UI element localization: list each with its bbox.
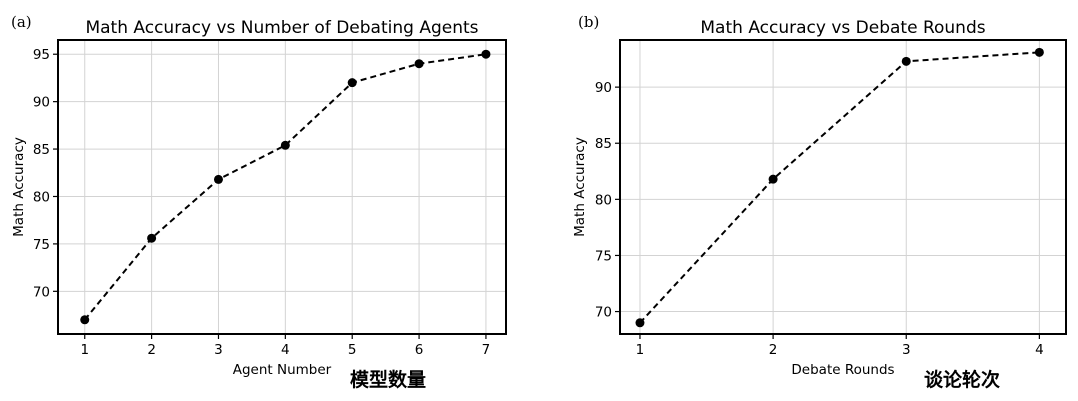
x-tick-label: 4 — [281, 342, 290, 358]
annotation-label: 模型数量 — [350, 368, 426, 391]
data-point — [80, 315, 90, 325]
plot-frame — [57, 39, 507, 335]
x-tick-label: 2 — [769, 342, 778, 358]
y-tick-label: 80 — [33, 189, 50, 205]
chart-title: Math Accuracy vs Number of Debating Agen… — [85, 18, 478, 38]
x-tick-label: 5 — [348, 342, 357, 358]
data-point — [481, 49, 491, 59]
y-axis-label: Math Accuracy — [572, 137, 588, 237]
y-tick-label: 80 — [595, 192, 612, 208]
data-point — [768, 174, 778, 184]
data-point — [213, 174, 223, 184]
y-tick-label: 95 — [33, 47, 50, 63]
x-tick-label: 3 — [902, 342, 911, 358]
data-point — [1034, 47, 1044, 57]
x-tick-label: 3 — [214, 342, 223, 358]
series-line — [639, 51, 1040, 324]
chart-title: Math Accuracy vs Debate Rounds — [700, 18, 985, 38]
data-point — [901, 56, 911, 66]
chart-panel-a: 1 2 3 4 5 6 7 70 75 80 85 90 95 Math Accuracy vs Numb… — [11, 13, 507, 391]
data-point — [347, 78, 357, 88]
y-tick-label: 85 — [33, 142, 50, 158]
y-tick-label: 85 — [595, 136, 612, 152]
x-tick-label: 4 — [1035, 342, 1044, 358]
data-point — [635, 318, 645, 328]
y-tick-label: 70 — [33, 284, 50, 300]
y-axis-label: Math Accuracy — [11, 137, 27, 237]
y-tick-label: 90 — [595, 80, 612, 96]
plot-frame — [619, 39, 1067, 335]
x-tick-label: 2 — [147, 342, 156, 358]
y-tick-label: 75 — [33, 237, 50, 253]
chart-panel-b: 1 2 3 4 70 75 80 85 90 Math Accuracy vs Debate Ro… — [572, 13, 1067, 391]
data-point — [414, 59, 424, 69]
panel-label: (a) — [11, 13, 32, 31]
x-axis-label: Debate Rounds — [791, 362, 894, 378]
y-tick-label: 70 — [595, 305, 612, 321]
x-tick-label: 7 — [482, 342, 491, 358]
y-tick-label: 75 — [595, 248, 612, 264]
annotation-label: 谈论轮次 — [924, 368, 1000, 391]
x-tick-label: 1 — [80, 342, 89, 358]
x-tick-label: 1 — [636, 342, 645, 358]
panel-label: (b) — [578, 13, 599, 31]
x-tick-label: 6 — [415, 342, 424, 358]
y-tick-label: 90 — [33, 95, 50, 111]
data-point — [280, 140, 290, 150]
x-axis-label: Agent Number — [233, 362, 332, 378]
data-point — [147, 233, 157, 243]
